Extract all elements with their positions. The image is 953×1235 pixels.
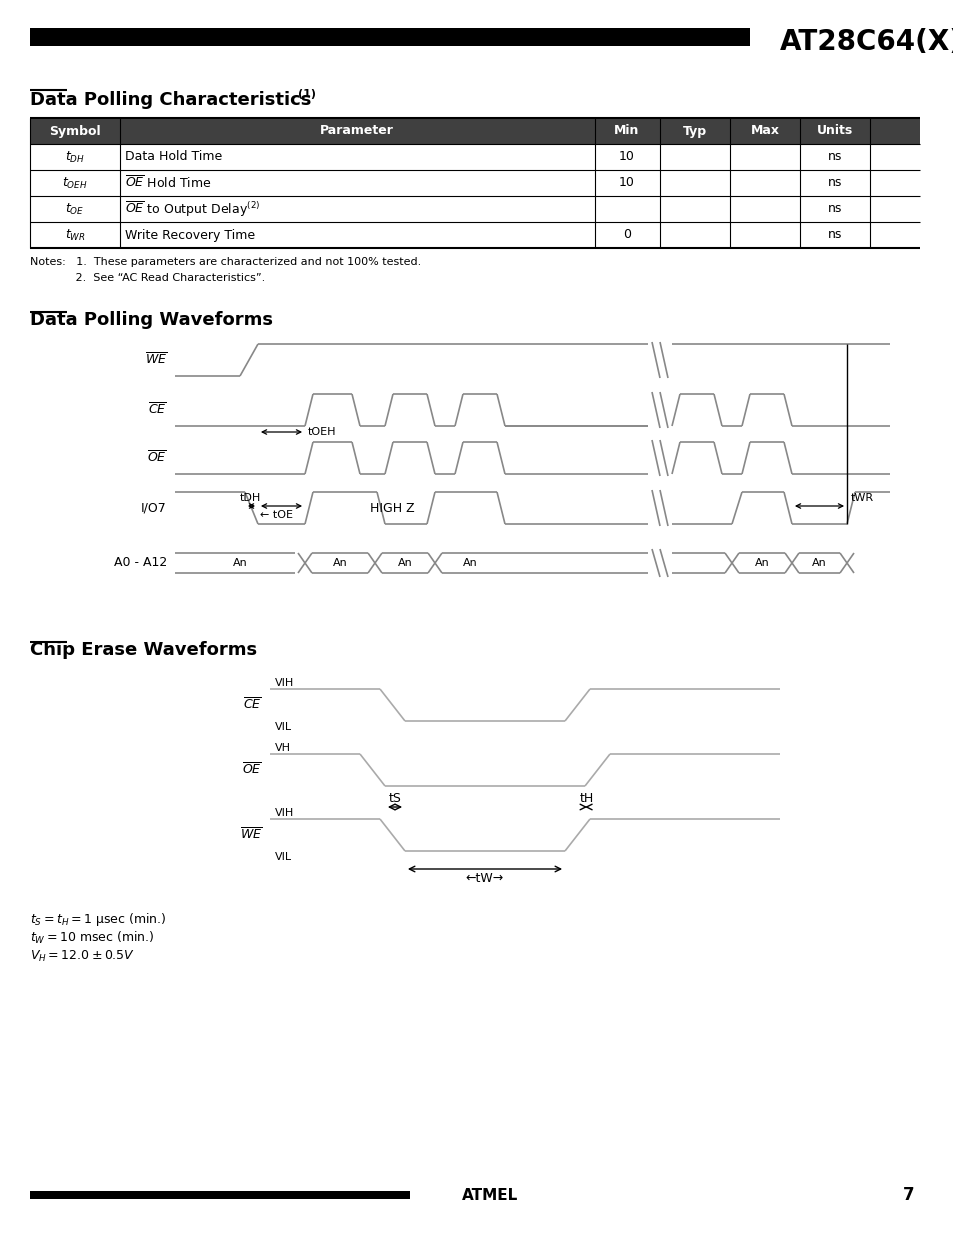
Text: Data Polling Waveforms: Data Polling Waveforms [30,311,273,329]
Text: $t_S = t_H = 1$ μsec (min.): $t_S = t_H = 1$ μsec (min.) [30,911,167,929]
Text: $\overline{WE}$: $\overline{WE}$ [239,827,262,842]
Text: $t_{WR}$: $t_{WR}$ [65,227,86,242]
Text: ATMEL: ATMEL [461,1188,517,1203]
Text: 0: 0 [622,228,630,242]
Text: VIH: VIH [274,678,294,688]
Text: VIL: VIL [274,722,292,732]
Text: ←tW→: ←tW→ [465,872,503,884]
Text: 10: 10 [618,177,635,189]
Text: VH: VH [274,743,291,753]
Text: (1): (1) [297,89,315,99]
Text: Symbol: Symbol [50,125,101,137]
Text: ns: ns [827,203,841,215]
Text: Typ: Typ [682,125,706,137]
Text: 2.  See “AC Read Characteristics”.: 2. See “AC Read Characteristics”. [30,273,265,283]
Text: An: An [754,558,768,568]
Text: $\overline{OE}$ to Output Delay$^{(2)}$: $\overline{OE}$ to Output Delay$^{(2)}$ [125,200,260,219]
Text: $t_{OEH}$: $t_{OEH}$ [62,175,88,190]
Text: A0 - A12: A0 - A12 [113,557,167,569]
Bar [30,119,919,144]
Text: ns: ns [827,228,841,242]
Text: $V_H = 12.0 \pm 0.5V$: $V_H = 12.0 \pm 0.5V$ [30,948,135,963]
Text: $t_{DH}$: $t_{DH}$ [65,149,85,164]
Text: VIH: VIH [274,808,294,818]
Text: An: An [462,558,476,568]
Text: $t_{OE}$: $t_{OE}$ [65,201,85,216]
Text: $\overline{WE}$: $\overline{WE}$ [145,352,167,368]
Text: $\overline{CE}$: $\overline{CE}$ [149,403,167,417]
Text: tS: tS [388,792,401,804]
Text: $\overline{OE}$: $\overline{OE}$ [147,451,167,466]
Text: Data Hold Time: Data Hold Time [125,151,222,163]
Text: I/O7: I/O7 [141,501,167,515]
Text: ns: ns [827,177,841,189]
Text: ← tOE: ← tOE [260,510,293,520]
Text: tDH: tDH [240,493,261,503]
Text: Min: Min [614,125,639,137]
Text: AT28C64(X): AT28C64(X) [780,28,953,56]
Text: 10: 10 [618,151,635,163]
Text: tH: tH [579,792,594,804]
Text: 7: 7 [902,1186,914,1204]
Text: $t_W = 10$ msec (min.): $t_W = 10$ msec (min.) [30,930,154,946]
Text: Max: Max [750,125,779,137]
Text: HIGH Z: HIGH Z [370,501,415,515]
Text: Notes:   1.  These parameters are characterized and not 100% tested.: Notes: 1. These parameters are character… [30,257,421,267]
Bar [30,28,749,46]
Text: Write Recovery Time: Write Recovery Time [125,228,254,242]
Text: Chip Erase Waveforms: Chip Erase Waveforms [30,641,257,659]
Text: $\overline{CE}$: $\overline{CE}$ [243,698,262,713]
Bar [30,1191,410,1199]
Text: $\overline{OE}$ Hold Time: $\overline{OE}$ Hold Time [125,175,212,191]
Text: An: An [811,558,825,568]
Text: Data Polling Characteristics: Data Polling Characteristics [30,91,311,109]
Text: An: An [333,558,347,568]
Text: ns: ns [827,151,841,163]
Text: An: An [233,558,247,568]
Text: An: An [397,558,412,568]
Text: tWR: tWR [850,493,873,503]
Text: VIL: VIL [274,852,292,862]
Text: Parameter: Parameter [319,125,394,137]
Text: $\overline{OE}$: $\overline{OE}$ [242,762,262,778]
Text: Units: Units [816,125,852,137]
Text: tOEH: tOEH [308,427,336,437]
